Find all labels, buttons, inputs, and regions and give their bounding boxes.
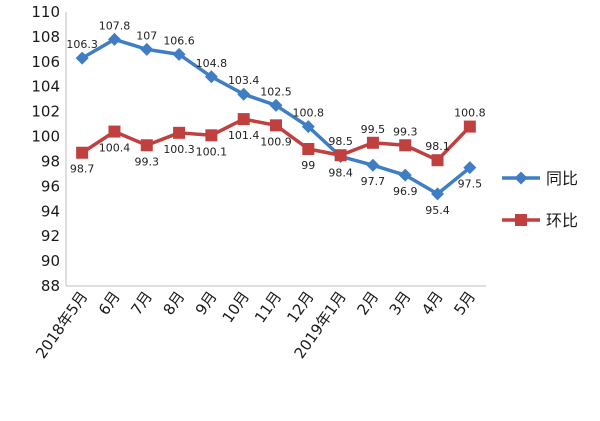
data-point <box>172 47 186 61</box>
data-point <box>107 32 121 46</box>
data-label: 98.1 <box>425 140 450 153</box>
legend-label: 同比 <box>546 169 578 188</box>
x-tick-label: 2018年5月 <box>32 288 91 362</box>
data-point <box>399 139 412 152</box>
data-label: 100.8 <box>454 107 486 120</box>
data-label: 102.5 <box>260 85 292 98</box>
data-label: 106.3 <box>66 38 98 51</box>
data-label: 106.6 <box>163 34 195 47</box>
data-point <box>270 119 282 132</box>
data-point <box>204 70 218 84</box>
data-point <box>205 129 218 142</box>
data-label: 96.9 <box>393 185 418 198</box>
series-line-1 <box>81 37 471 196</box>
x-tick-label: 2月 <box>353 288 382 318</box>
data-label: 100.8 <box>293 107 325 120</box>
y-tick-label: 88 <box>41 277 60 295</box>
data-point <box>463 161 477 175</box>
data-point <box>431 154 444 167</box>
data-label: 98.7 <box>70 163 95 176</box>
data-label: 98.4 <box>328 166 353 179</box>
x-tick-label: 3月 <box>386 288 415 318</box>
data-label: 101.4 <box>228 129 260 142</box>
data-label: 98.5 <box>328 135 353 148</box>
y-tick-label: 94 <box>41 202 60 220</box>
y-tick-label: 104 <box>31 78 60 96</box>
x-tick-label: 10月 <box>219 288 253 326</box>
data-label: 107.8 <box>99 19 131 32</box>
data-label: 95.4 <box>425 204 450 217</box>
y-tick-label: 98 <box>41 152 60 170</box>
data-point <box>269 98 283 112</box>
y-tick-label: 96 <box>41 177 60 195</box>
data-label: 97.5 <box>458 178 483 191</box>
y-tick-label: 92 <box>41 227 60 245</box>
data-point <box>75 51 89 65</box>
legend-marker <box>514 171 528 185</box>
x-tick-label: 6月 <box>95 288 124 318</box>
data-label: 107 <box>136 29 157 42</box>
data-point <box>140 42 154 56</box>
x-tick-label: 5月 <box>450 288 479 318</box>
data-point <box>302 143 315 155</box>
data-label: 100.1 <box>196 145 228 158</box>
y-tick-label: 106 <box>31 53 60 71</box>
y-tick-label: 102 <box>31 103 60 121</box>
data-point <box>366 158 380 172</box>
data-point <box>237 113 250 126</box>
x-tick-label: 11月 <box>251 288 285 326</box>
y-tick-label: 100 <box>31 128 60 146</box>
x-tick-label: 7月 <box>127 288 156 318</box>
data-point <box>173 126 186 139</box>
data-label: 104.8 <box>196 57 228 70</box>
data-label: 100.3 <box>163 143 195 156</box>
data-label: 99.3 <box>135 155 160 168</box>
data-point <box>108 125 121 138</box>
data-point <box>366 136 379 149</box>
data-label: 103.4 <box>228 74 260 87</box>
legend-label: 环比 <box>546 211 578 230</box>
y-tick-label: 90 <box>41 252 60 270</box>
data-label: 100.9 <box>260 135 292 148</box>
data-label: 99.5 <box>361 123 386 136</box>
data-label: 99 <box>301 159 315 172</box>
legend-marker <box>515 214 527 226</box>
data-label: 99.3 <box>393 125 418 138</box>
data-point <box>431 187 445 201</box>
data-point <box>76 146 89 159</box>
series-layer <box>75 32 477 201</box>
x-tick-label: 8月 <box>160 288 189 318</box>
data-point <box>398 168 412 182</box>
data-point <box>301 120 315 134</box>
x-tick-label: 9月 <box>192 288 221 318</box>
y-tick-label: 108 <box>31 28 60 46</box>
data-point <box>140 139 153 152</box>
y-axis-ticks: 88 90 92 94 96 98 100 102 104 106 108 110 <box>31 3 60 295</box>
y-tick-label: 110 <box>31 3 60 21</box>
data-point <box>463 120 476 133</box>
data-point <box>334 149 347 162</box>
data-label: 100.4 <box>99 142 131 155</box>
x-tick-label: 4月 <box>418 288 447 318</box>
data-label: 97.7 <box>361 175 386 188</box>
data-point <box>237 87 251 101</box>
